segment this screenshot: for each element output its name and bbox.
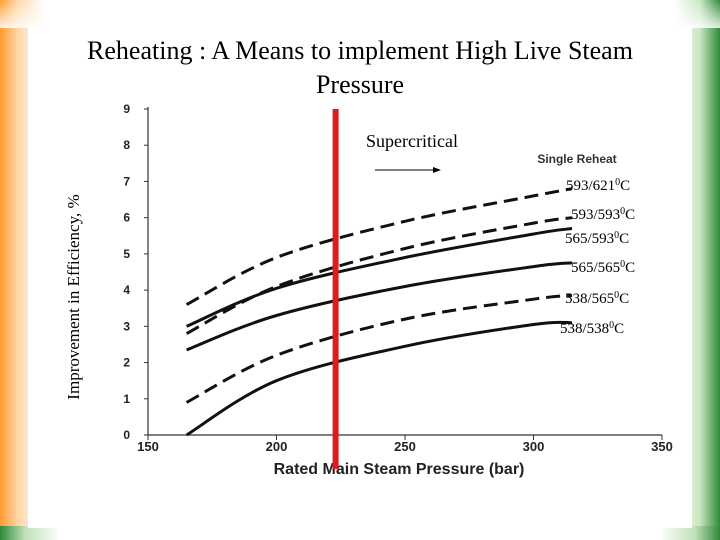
x-tick-label: 350	[651, 439, 673, 454]
y-tick-label: 8	[123, 138, 130, 152]
chart-annotations: Supercritical	[332, 109, 458, 469]
series-label-2: 593/5930C	[571, 206, 635, 224]
series-label-1: 593/6210C	[566, 177, 630, 195]
y-tick-label: 0	[123, 428, 130, 442]
series-label-3: 565/5930C	[565, 230, 629, 248]
page-title: Reheating : A Means to implement High Li…	[87, 36, 633, 99]
y-tick-label: 7	[123, 174, 130, 188]
supercritical-annotation: Supercritical	[366, 131, 458, 151]
y-tick-label: 6	[123, 211, 130, 225]
series-line-1	[185, 187, 573, 306]
slide-panel	[28, 26, 692, 528]
y-tick-label: 5	[123, 247, 130, 261]
series-line-2	[185, 216, 573, 335]
series-line-5	[185, 294, 573, 404]
series-line-3	[186, 227, 573, 328]
x-tick-label: 200	[266, 439, 288, 454]
y-tick-label: 4	[123, 283, 130, 297]
y-tick-label: 9	[123, 102, 130, 116]
series-line-6	[185, 320, 573, 437]
y-tick-label: 2	[123, 356, 130, 370]
series-label-4: 565/5650C	[571, 259, 635, 277]
x-axis-label: Rated Main Steam Pressure (bar)	[274, 461, 525, 478]
series-label-6: 538/5380C	[560, 320, 624, 338]
series-label-5: 538/5650C	[565, 290, 629, 308]
y-tick-label: 1	[123, 392, 130, 406]
slide-bottom-band	[0, 526, 720, 540]
supercritical-marker-line	[332, 109, 339, 469]
x-tick-label: 150	[137, 439, 159, 454]
x-tick-label: 300	[523, 439, 545, 454]
x-tick-label: 250	[394, 439, 416, 454]
chart-title: Single Reheat	[537, 152, 616, 166]
chart-series: 593/6210C 593/5930C 565/5930C 565/5650C 538/…	[185, 177, 635, 437]
y-tick-label: 3	[123, 319, 130, 333]
series-line-4	[186, 261, 573, 352]
slide-top-fade	[0, 0, 720, 28]
